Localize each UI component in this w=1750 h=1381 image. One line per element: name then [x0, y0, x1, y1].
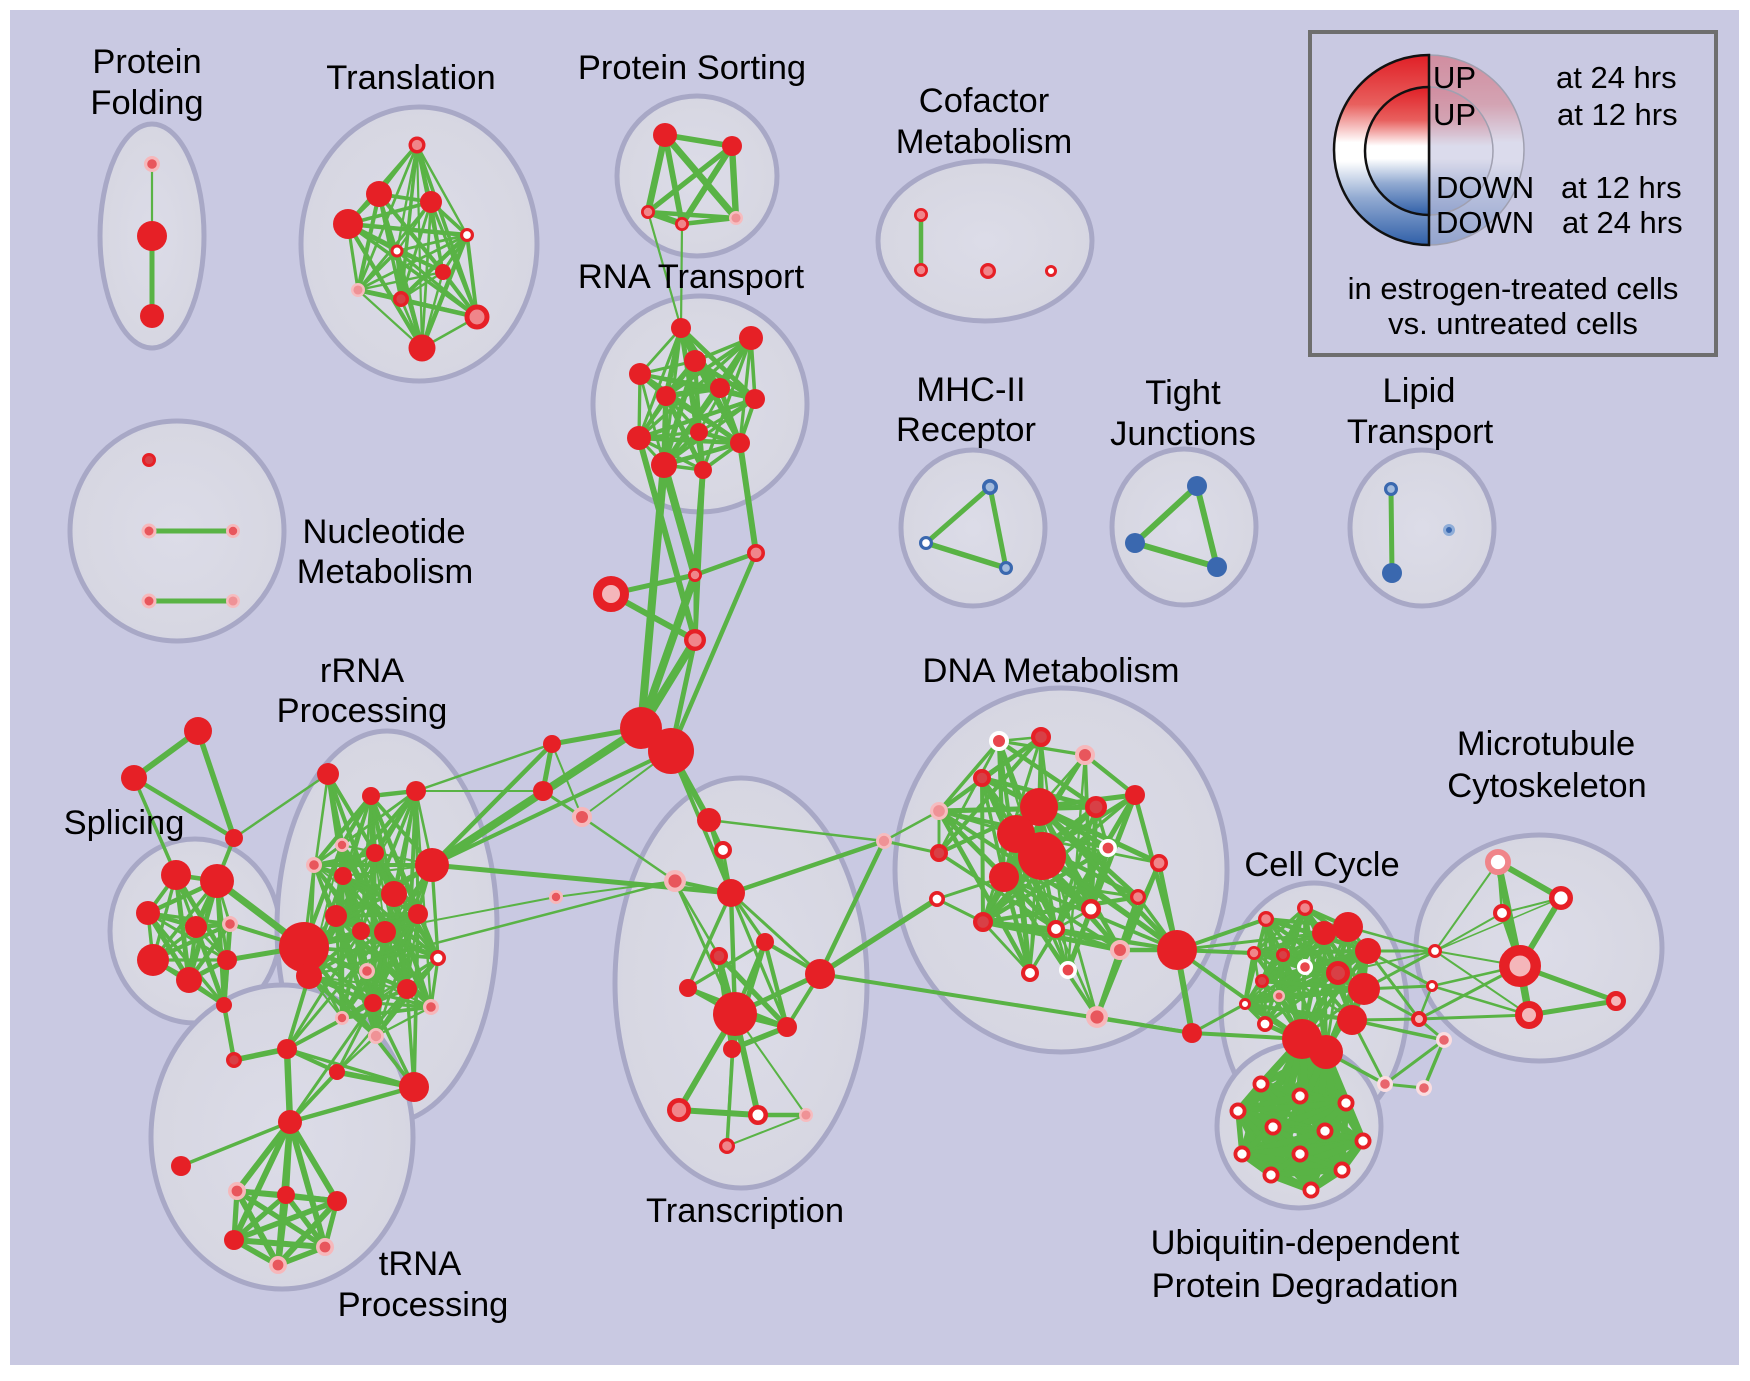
svg-text:Ubiquitin-dependent: Ubiquitin-dependent [1151, 1224, 1460, 1262]
svg-text:Processing: Processing [277, 692, 448, 730]
svg-text:Transcription: Transcription [646, 1192, 844, 1230]
svg-text:tRNA: tRNA [379, 1245, 461, 1283]
svg-text:Protein Sorting: Protein Sorting [578, 49, 806, 87]
svg-text:Microtubule: Microtubule [1457, 725, 1635, 763]
svg-text:Lipid: Lipid [1383, 372, 1456, 410]
svg-text:vs. untreated cells: vs. untreated cells [1388, 306, 1638, 341]
svg-text:at 12 hrs: at 12 hrs [1557, 97, 1678, 132]
svg-text:Protein Degradation: Protein Degradation [1152, 1267, 1459, 1305]
svg-text:UP: UP [1433, 97, 1476, 132]
svg-text:MHC-II: MHC-II [916, 371, 1025, 409]
svg-text:Splicing: Splicing [64, 804, 185, 842]
svg-text:Junctions: Junctions [1110, 415, 1256, 453]
svg-text:at 24 hrs: at 24 hrs [1556, 60, 1677, 95]
svg-text:Metabolism: Metabolism [896, 123, 1072, 161]
svg-text:Transport: Transport [1347, 413, 1494, 451]
svg-text:DNA Metabolism: DNA Metabolism [923, 652, 1180, 690]
svg-text:Protein: Protein [92, 43, 201, 81]
svg-text:Tight: Tight [1145, 374, 1221, 412]
svg-text:rRNA: rRNA [320, 652, 404, 690]
svg-text:RNA Transport: RNA Transport [578, 258, 805, 296]
svg-text:at 24 hrs: at 24 hrs [1562, 205, 1683, 240]
svg-text:Processing: Processing [338, 1286, 509, 1324]
svg-text:DOWN: DOWN [1436, 170, 1534, 205]
svg-text:in estrogen-treated cells: in estrogen-treated cells [1348, 271, 1679, 306]
svg-text:Cofactor: Cofactor [919, 82, 1049, 120]
svg-text:at 12 hrs: at 12 hrs [1561, 170, 1682, 205]
svg-text:UP: UP [1433, 60, 1476, 95]
svg-text:Cytoskeleton: Cytoskeleton [1447, 767, 1646, 805]
svg-text:Translation: Translation [326, 59, 495, 97]
svg-text:DOWN: DOWN [1436, 205, 1534, 240]
svg-text:Cell Cycle: Cell Cycle [1244, 846, 1399, 884]
svg-text:Metabolism: Metabolism [297, 553, 473, 591]
svg-text:Folding: Folding [90, 84, 203, 122]
svg-text:Nucleotide: Nucleotide [302, 513, 465, 551]
svg-text:Receptor: Receptor [896, 411, 1036, 449]
